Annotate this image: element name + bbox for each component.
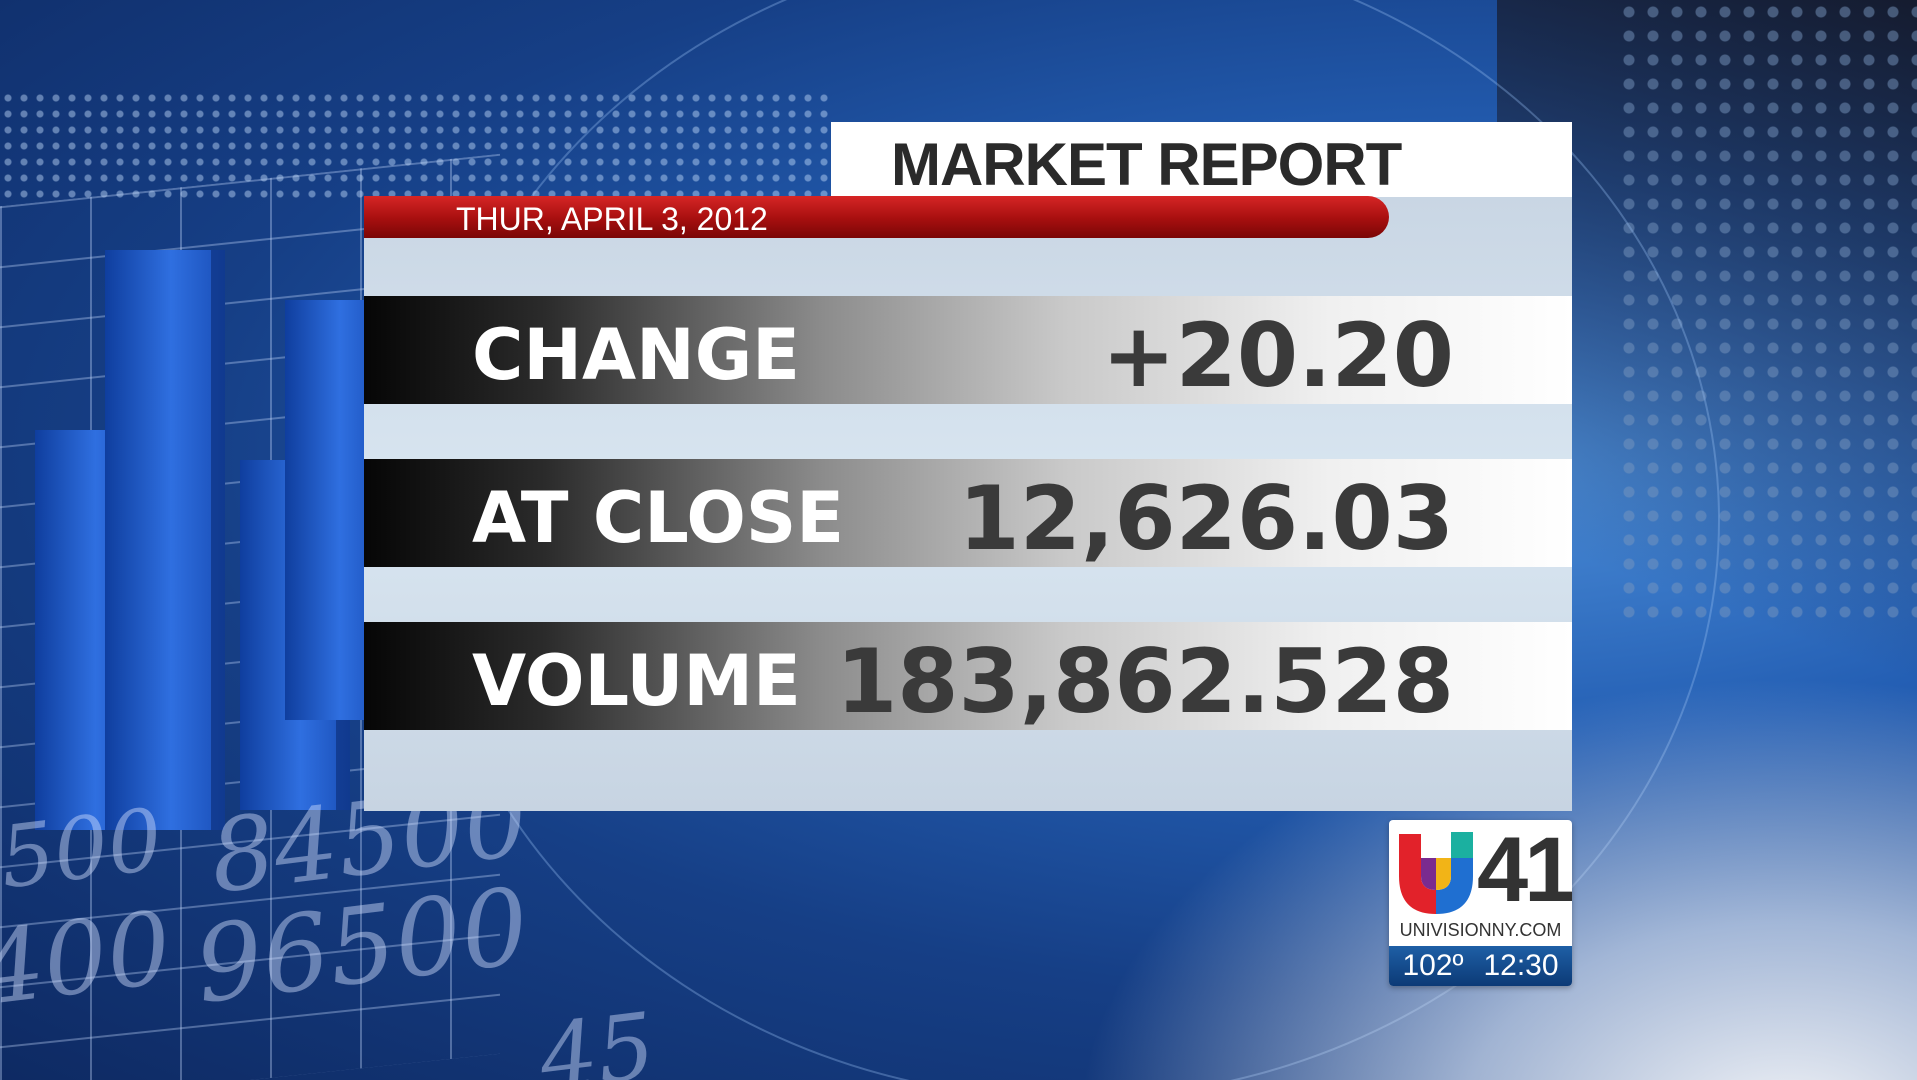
temperature: 102º	[1402, 949, 1464, 982]
univision-logo-icon	[1399, 832, 1473, 914]
background-number: 500	[0, 790, 168, 909]
background-dot-pattern-top	[0, 90, 830, 200]
at-close-row: AT CLOSE 12,626.03	[364, 459, 1572, 570]
volume-row: VOLUME 183,862.528	[364, 622, 1572, 733]
report-date: THUR, APRIL 3, 2012	[456, 201, 768, 237]
title-box: MARKET REPORT	[831, 122, 1572, 198]
at-close-label: AT CLOSE	[472, 477, 845, 559]
change-value: +20.20	[1101, 304, 1454, 407]
at-close-value: 12,626.03	[958, 467, 1454, 570]
channel-number: 41	[1477, 820, 1572, 921]
date-bar: THUR, APRIL 3, 2012	[364, 196, 1389, 238]
market-report-title: MARKET REPORT	[891, 131, 1402, 198]
clock-time: 12:30	[1483, 949, 1559, 982]
background-number: 45	[534, 993, 661, 1080]
change-label: CHANGE	[472, 314, 800, 396]
station-logo: 41 UNIVISIONNY.COM 102º 12:30	[1389, 820, 1572, 986]
volume-value: 183,862.528	[836, 630, 1454, 733]
station-info-bar: 102º 12:30	[1389, 946, 1572, 986]
background-number: 400	[0, 888, 178, 1029]
change-row: CHANGE +20.20	[364, 296, 1572, 407]
station-website: UNIVISIONNY.COM	[1399, 920, 1562, 940]
background-chart-bar	[105, 250, 225, 830]
volume-label: VOLUME	[472, 640, 801, 722]
